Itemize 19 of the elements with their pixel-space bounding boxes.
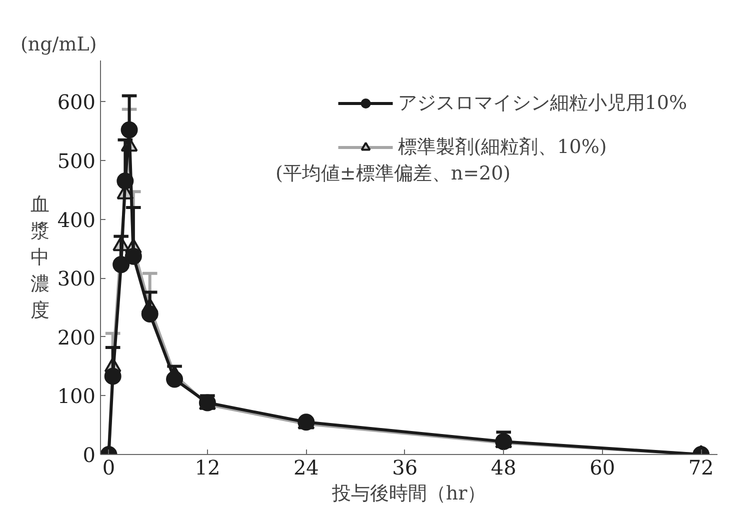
x-tick-label: 0 [102,456,116,480]
x-tick-label: 48 [490,456,516,480]
y-tick-label: 600 [57,90,96,114]
y-tick-label: 100 [57,384,96,408]
annotation: (平均値±標準偏差、n=20) [276,162,511,184]
legend-label: アジスロマイシン細粒小児用10% [398,91,687,116]
x-tick-label: 36 [392,456,418,480]
y-tick-label: 300 [57,266,96,291]
y-axis-title: 血漿中濃度 [30,194,50,322]
legend-label: 標準製剤(細粒剤、10%) [398,135,607,160]
x-tick-label: 60 [590,456,616,480]
x-axis-title: 投与後時間（hr） [330,482,486,504]
text: (ng/mL) [20,34,97,56]
x-tick-label: 24 [293,456,319,480]
y-tick-label: 400 [57,208,96,232]
x-tick-label: 72 [688,456,714,480]
y-tick-label: 200 [57,325,96,350]
y-tick-label: 500 [57,148,96,173]
x-tick-label: 12 [194,456,220,480]
